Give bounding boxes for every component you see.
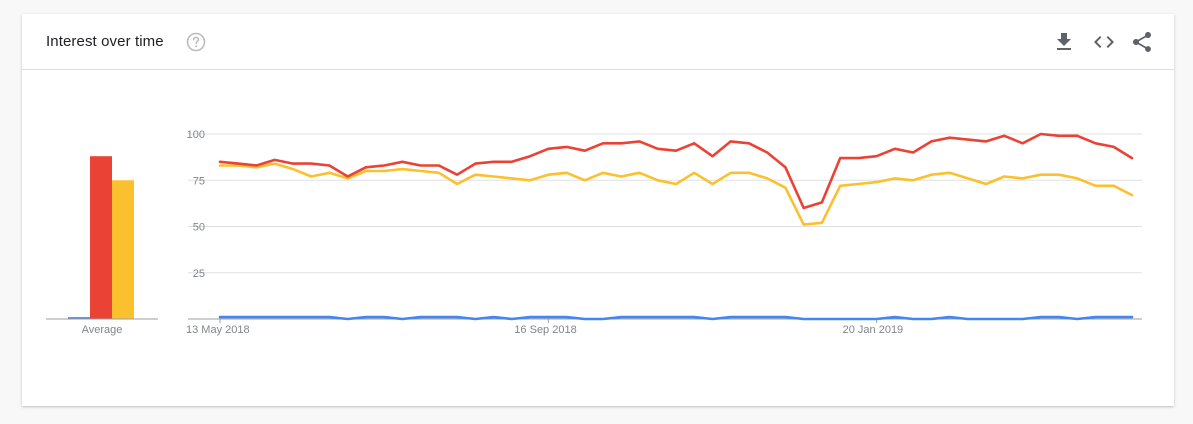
- series-line-1: [218, 162, 1134, 226]
- x-tick-label: 20 Jan 2019: [843, 324, 904, 336]
- share-icon[interactable]: [1130, 30, 1154, 54]
- chart-area: Average 25 50 75 100 13 May 2018 16 Sep 2018…: [46, 129, 1142, 336]
- average-bar-1: [90, 156, 112, 319]
- x-tick-labels: 13 May 2018 16 Sep 2018 20 Jan 2019: [186, 319, 903, 336]
- y-tick-labels: 25 50 75 100: [187, 129, 205, 280]
- help-circle-icon[interactable]: [186, 32, 206, 52]
- card-header: Interest over time: [22, 14, 1174, 70]
- series-line-2: [218, 315, 1134, 321]
- average-label: Average: [82, 324, 123, 336]
- x-tick-label: 16 Sep 2018: [514, 324, 576, 336]
- line-series: [218, 132, 1134, 321]
- download-icon[interactable]: [1052, 30, 1076, 54]
- series-line-0: [218, 132, 1134, 210]
- y-gridlines: [188, 133, 1142, 320]
- y-tick-label: 100: [187, 129, 205, 141]
- code-embed-icon[interactable]: [1092, 30, 1116, 54]
- average-bar-0: [68, 317, 90, 319]
- y-tick-label: 50: [193, 222, 205, 234]
- x-tick-label: 13 May 2018: [186, 324, 250, 336]
- interest-over-time-card: Interest over time Average 25 50 75 100 13 …: [22, 14, 1174, 406]
- average-bar-chart: [68, 156, 134, 319]
- y-tick-label: 25: [193, 268, 205, 280]
- y-tick-label: 75: [193, 175, 205, 187]
- average-bar-2: [112, 180, 134, 319]
- card-title: Interest over time: [46, 33, 164, 50]
